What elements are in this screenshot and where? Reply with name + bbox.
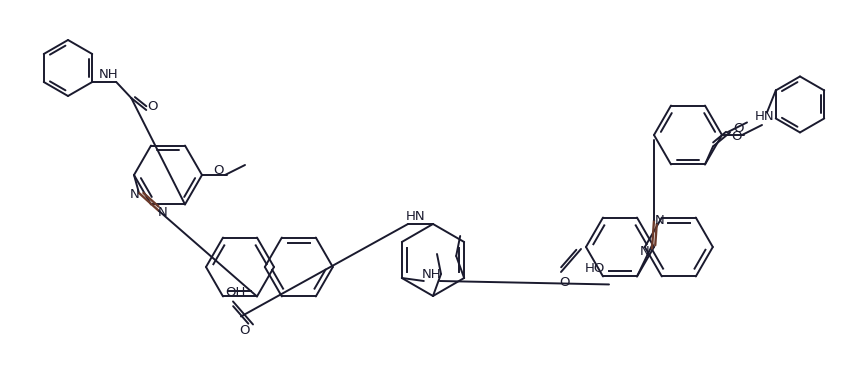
Text: O: O [559,275,569,289]
Text: N: N [640,245,650,258]
Text: O: O [147,99,158,113]
Text: HN: HN [406,211,426,223]
Text: N: N [655,214,665,227]
Text: HN: HN [755,110,774,123]
Text: OH: OH [225,286,245,299]
Text: O: O [214,163,224,177]
Text: O: O [733,121,743,135]
Text: O: O [240,324,250,337]
Text: NH: NH [422,267,442,281]
Text: O: O [732,130,742,143]
Text: HO: HO [585,262,605,275]
Text: N: N [158,206,168,220]
Text: N: N [130,189,140,201]
Text: NH: NH [99,69,118,81]
